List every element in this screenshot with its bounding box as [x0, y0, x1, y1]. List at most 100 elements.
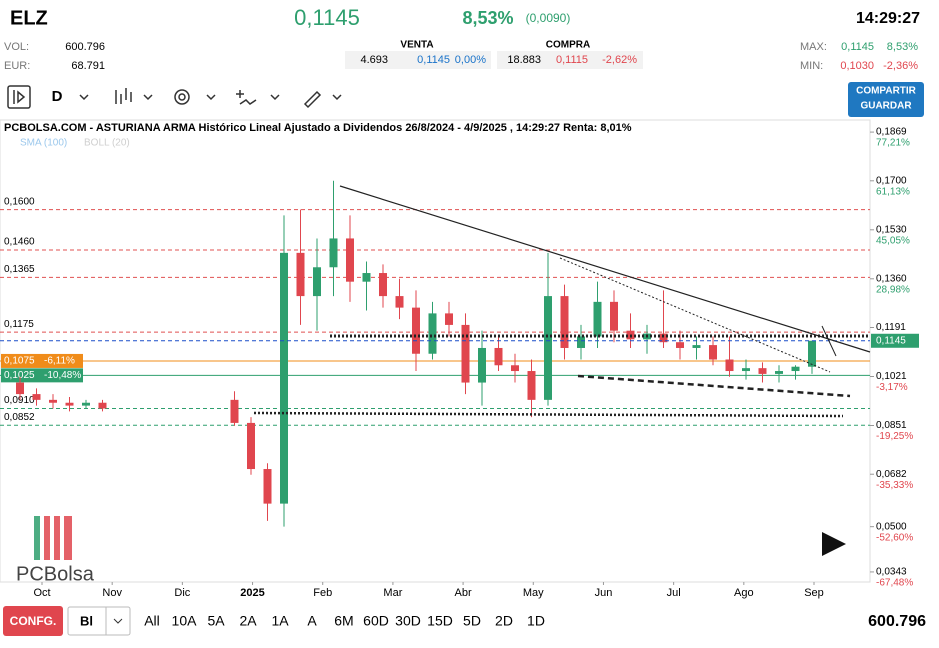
- last-price-label: 0,1145: [876, 335, 906, 346]
- level-label: 0,1600: [4, 196, 35, 207]
- panel-toggle[interactable]: [7, 85, 31, 109]
- x-tick-label: Abr: [455, 587, 472, 599]
- range-button[interactable]: All: [144, 613, 160, 629]
- candle-body: [32, 394, 41, 400]
- candle-body: [461, 324, 470, 383]
- range-button[interactable]: 60D: [363, 613, 389, 629]
- candle-body: [593, 301, 602, 337]
- y-tick-label: 0,0343: [876, 567, 907, 578]
- range-button[interactable]: 2D: [495, 613, 513, 629]
- candle-body: [329, 238, 338, 268]
- candle-body: [346, 238, 354, 282]
- level-label: 0,0910: [4, 395, 35, 406]
- x-tick-label: Mar: [383, 587, 402, 599]
- max: 0,1145: [841, 41, 874, 53]
- candle-body: [692, 345, 701, 348]
- arrow: [804, 532, 846, 556]
- trendline: [821, 325, 837, 357]
- candle-body: [49, 399, 57, 403]
- plot-frame: [0, 119, 871, 583]
- compra-label: COMPRA: [546, 40, 590, 51]
- watermark: PCBolsa: [16, 563, 95, 585]
- change-pct: 8,53%: [462, 8, 513, 28]
- range-button[interactable]: 30D: [395, 613, 421, 629]
- candle-body: [65, 402, 74, 406]
- legend-entry: BOLL (20): [84, 138, 130, 149]
- config-button[interactable]: [3, 606, 63, 636]
- y-tick-label: 0,0851: [876, 420, 907, 431]
- candle-body: [280, 252, 288, 504]
- y-tick-label: 0,0682: [876, 469, 907, 480]
- period[interactable]: D: [52, 88, 63, 105]
- range-button[interactable]: A: [307, 613, 317, 629]
- compra-pct: -2,62%: [602, 54, 637, 66]
- select[interactable]: [67, 606, 131, 636]
- x-tick-label: Dic: [174, 587, 190, 599]
- indicator-icon[interactable]: [236, 90, 257, 105]
- venta-price: 0,1145: [417, 54, 450, 66]
- range-button[interactable]: 5A: [207, 613, 225, 629]
- vol-label: VOL:: [4, 41, 29, 53]
- candle-body: [742, 368, 750, 372]
- y-tick-pct: 77,21%: [876, 138, 910, 149]
- candles-icon[interactable]: [115, 88, 132, 104]
- dropdown-arrows: [79, 94, 342, 101]
- book-bg: [497, 51, 643, 69]
- y-tick-label: 0,1021: [876, 371, 907, 382]
- trendline: [577, 374, 851, 398]
- x-tick-label: May: [523, 587, 544, 599]
- y-tick-pct: -19,25%: [876, 431, 913, 442]
- footer-volume: 600.796: [868, 613, 926, 630]
- range-button[interactable]: 10A: [172, 613, 198, 629]
- candle-body: [247, 422, 255, 470]
- share-button[interactable]: [848, 82, 924, 117]
- y-tick-label: 0,0500: [876, 521, 907, 532]
- ticker: ELZ: [10, 7, 48, 29]
- trendlines: [253, 185, 871, 556]
- level-pct: -6,11%: [44, 356, 75, 367]
- candle-body: [412, 307, 420, 354]
- candle-body: [577, 336, 585, 348]
- candle-body: [560, 296, 569, 348]
- candle-body: [313, 267, 321, 297]
- save-text: GUARDAR: [860, 101, 912, 112]
- candle-body: [758, 368, 767, 374]
- candle-body: [791, 366, 800, 372]
- candle-body: [395, 296, 404, 308]
- candle-body: [362, 273, 371, 282]
- draw-icon[interactable]: [303, 90, 322, 109]
- trendline: [339, 185, 871, 353]
- legend-entry: SMA (100): [20, 138, 67, 149]
- level-label: 0,1175: [4, 319, 34, 330]
- range-button[interactable]: 5D: [463, 613, 481, 629]
- share-text: COMPARTIR: [856, 86, 917, 97]
- settings-icon[interactable]: [174, 89, 190, 105]
- x-tick-label: Sep: [804, 587, 824, 599]
- range-button[interactable]: 6M: [334, 613, 353, 629]
- book-bg: [345, 51, 491, 69]
- level-box: [1, 368, 83, 383]
- candle-body: [428, 313, 437, 354]
- candle-body: [659, 333, 668, 343]
- select-text: Bl: [80, 613, 93, 628]
- x-tick-label: Nov: [102, 587, 122, 599]
- venta-qty: 4.693: [360, 54, 388, 66]
- candle-body: [808, 340, 816, 367]
- range-button[interactable]: 15D: [427, 613, 453, 629]
- candle-body: [494, 347, 503, 366]
- candle-body: [16, 382, 24, 395]
- min: 0,1030: [840, 60, 874, 72]
- range-button[interactable]: 1D: [527, 613, 545, 629]
- x-tick-label: 2025: [240, 587, 264, 599]
- venta-label: VENTA: [400, 40, 433, 51]
- last-price-box: [871, 333, 919, 348]
- max-label: MAX:: [800, 41, 827, 53]
- trendline: [559, 257, 831, 373]
- y-tick-pct: -35,33%: [876, 480, 913, 491]
- range-button[interactable]: 2A: [239, 613, 257, 629]
- candle-body: [445, 313, 453, 325]
- x-tick-label: Oct: [33, 587, 50, 599]
- range-button[interactable]: 1A: [271, 613, 289, 629]
- select-arrow: [113, 618, 123, 624]
